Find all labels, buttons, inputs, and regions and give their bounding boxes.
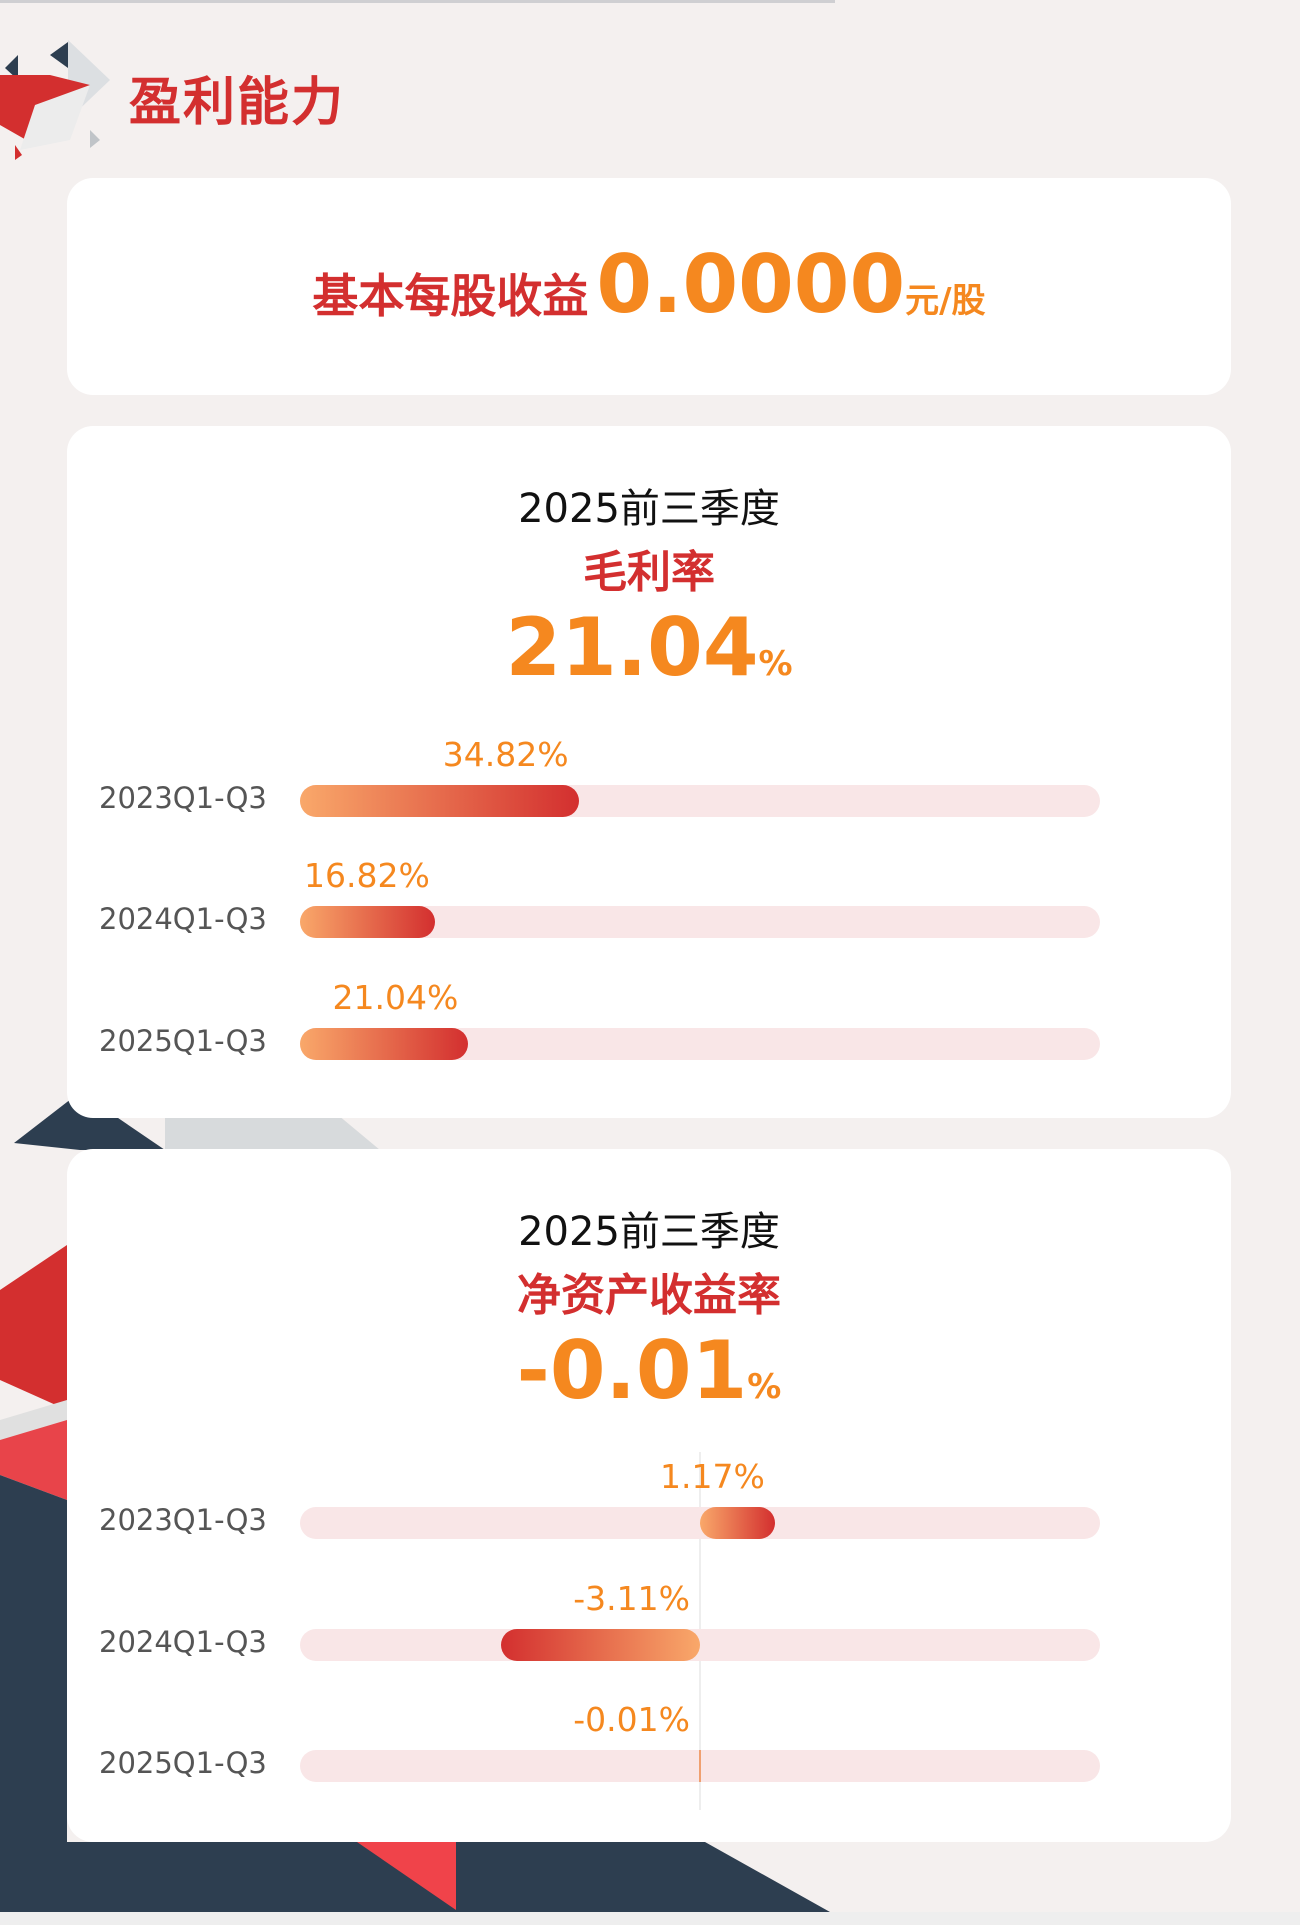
eps-card: 基本每股收益 0.0000元/股	[67, 178, 1231, 395]
bar-fill	[700, 1507, 775, 1539]
bar-category-label: 2025Q1-Q3	[99, 1024, 267, 1058]
roe-card: 2025前三季度 净资产收益率 -0.01% 2023Q1-Q3 1.17% 202…	[67, 1149, 1231, 1842]
bar-category-label: 2024Q1-Q3	[99, 1625, 267, 1659]
eps-display: 基本每股收益 0.0000元/股	[67, 238, 1231, 331]
bar-track	[300, 1507, 1100, 1539]
period-label: 2025前三季度	[518, 1209, 780, 1255]
bar-value-label: -0.01%	[573, 1700, 690, 1739]
bar-category-label: 2023Q1-Q3	[99, 1503, 267, 1537]
bar-category-label: 2023Q1-Q3	[99, 781, 267, 815]
bar-track	[300, 1028, 1100, 1060]
gross-margin-card: 2025前三季度 毛利率 21.04% 2023Q1-Q3 34.82% 2024Q…	[67, 426, 1231, 1118]
top-divider	[0, 0, 835, 3]
bar-value-label: 1.17%	[660, 1457, 765, 1496]
bar-track	[300, 785, 1100, 817]
bar-fill	[699, 1750, 701, 1782]
section-title: 盈利能力	[129, 73, 346, 133]
bar-value-label: 21.04%	[332, 978, 459, 1017]
bar-track	[300, 1629, 1100, 1661]
bar-fill	[500, 1629, 700, 1661]
bar-fill	[300, 1028, 469, 1060]
eps-label: 基本每股收益	[312, 269, 589, 323]
bar-track	[300, 1750, 1100, 1782]
metric-value: 21.04%	[505, 601, 793, 694]
bar-value-label: -3.11%	[573, 1579, 690, 1618]
section-logo	[0, 40, 110, 160]
metric-title: 毛利率	[583, 547, 715, 598]
period-label: 2025前三季度	[518, 486, 780, 532]
bar-track	[300, 906, 1100, 938]
bar-fill	[300, 785, 579, 817]
metric-title: 净资产收益率	[517, 1270, 781, 1321]
bar-category-label: 2024Q1-Q3	[99, 902, 267, 936]
bar-value-label: 16.82%	[304, 856, 430, 895]
metric-value: -0.01%	[516, 1324, 782, 1417]
bar-value-label: 34.82%	[442, 735, 569, 774]
bar-fill	[300, 906, 435, 938]
eps-unit: 元/股	[905, 281, 986, 321]
bar-category-label: 2025Q1-Q3	[99, 1746, 267, 1780]
eps-value: 0.0000	[596, 238, 906, 331]
